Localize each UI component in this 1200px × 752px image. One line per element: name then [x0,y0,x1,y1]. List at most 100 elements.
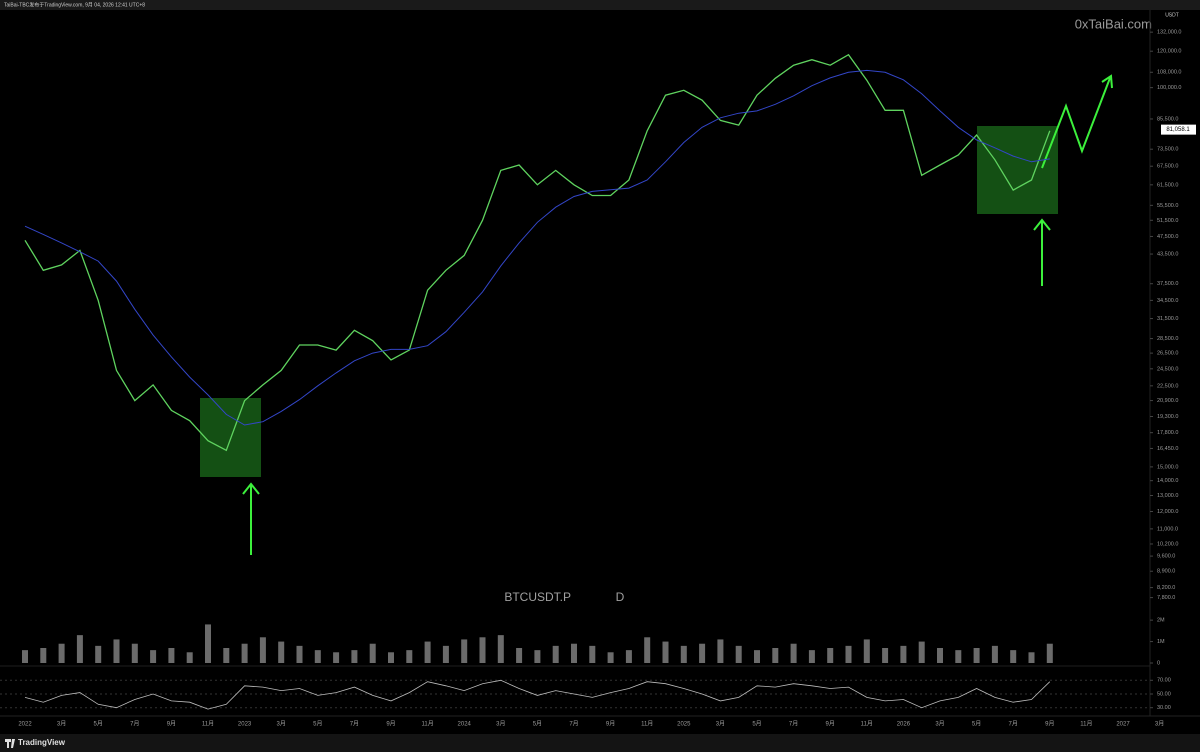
y-tick-label: 16,450.0 [1157,446,1178,452]
volume-bar [808,650,815,663]
y-tick-label: 51,500.0 [1157,218,1178,224]
x-tick-label: 3月 [277,721,286,728]
volume-bar [552,645,559,663]
x-tick-label: 9月 [606,721,615,728]
x-tick-label: 7月 [350,721,359,728]
volume-bar [259,637,266,663]
y-tick-label: 55,500.0 [1157,203,1178,209]
y-tick-label: 1M [1157,639,1165,645]
y-tick-label: 10,200.0 [1157,541,1178,547]
x-tick-label: 3月 [496,721,505,728]
y-tick-label: 15,000.0 [1157,464,1178,470]
y-tick-label: 20,900.0 [1157,398,1178,404]
volume-bar [168,648,175,663]
x-tick-label: 2022 [18,722,32,728]
x-tick-label: 11月 [641,721,653,728]
volume-bar [937,648,943,663]
volume-bar [754,650,760,663]
y-tick-label: 26,500.0 [1157,351,1178,357]
y-tick-label: 34,500.0 [1157,298,1178,304]
x-tick-label: 5月 [313,721,322,728]
volume-bar [76,635,83,663]
volume-bar [131,643,138,663]
x-tick-label: 2026 [897,722,911,728]
x-tick-label: 11月 [861,721,873,728]
y-tick-label: 0 [1157,660,1160,666]
last-price-badge [1161,124,1196,135]
highlight-box [977,126,1058,214]
volume-bar [625,650,632,663]
y-tick-label: 120,000.0 [1157,49,1181,55]
volume-bar [644,637,651,663]
y-tick-label: 28,500.0 [1157,336,1178,342]
volume-bar [845,645,852,663]
volume-bar [388,652,394,663]
x-tick-label: 5月 [533,721,542,728]
y-tick-label: 9,600.0 [1157,554,1175,560]
x-tick-label: 5月 [972,721,981,728]
volume-bar [314,650,321,663]
y-tick-label: 31,500.0 [1157,316,1178,322]
y-tick-label: 24,500.0 [1157,366,1178,372]
brand-logo [5,739,15,748]
volume-bar [790,643,797,663]
y-tick-label: 43,500.0 [1157,252,1178,258]
y-tick-label: 50.00 [1157,691,1171,697]
volume-bar [461,639,468,663]
volume-bar [95,645,102,663]
volume-bar [406,650,413,663]
volume-bar [442,645,449,663]
volume-bar [205,624,211,663]
volume-bar [1010,650,1017,663]
volume-bar [497,635,504,663]
y-tick-label: 108,000.0 [1157,70,1181,76]
volume-bar [40,648,47,663]
x-tick-label: 3月 [1155,721,1164,728]
volume-bar [607,652,614,663]
volume-bar [863,639,870,663]
y-tick-label: 19,300.0 [1157,414,1178,420]
volume-bar [1028,652,1035,663]
volume-bar [22,650,28,663]
x-tick-label: 5月 [94,721,103,728]
publisher: TaiBai-TBC发布于TradingView.com, 9月 04, 202… [4,1,145,8]
y-tick-label: 2M [1157,618,1165,624]
x-tick-label: 3月 [57,721,66,728]
volume-bar [699,643,706,663]
y-tick-label: 12,000.0 [1157,509,1178,515]
y-tick-label: 37,500.0 [1157,281,1178,287]
x-tick-label: 2023 [238,722,252,728]
y-tick-label: 85,500.0 [1157,116,1178,122]
volume-bar [58,643,65,663]
volume-bar [973,648,980,663]
volume-bar [662,641,669,663]
footer-bar [0,734,1200,752]
y-tick-label: 73,500.0 [1157,147,1178,153]
y-tick-label: 47,500.0 [1157,234,1178,240]
x-tick-label: 11月 [1080,721,1092,728]
y-tick-label: 30.00 [1157,705,1171,711]
y-tick-label: 11,000.0 [1157,526,1178,532]
y-tick-label: 8,900.0 [1157,569,1175,575]
volume-bar [882,648,889,663]
volume-bar [369,643,376,663]
volume-bar [735,645,742,663]
y-tick-label: 13,000.0 [1157,493,1178,499]
series-line [24,69,1050,426]
volume-bar [479,637,486,663]
x-tick-label: 9月 [826,721,835,728]
volume-bar [333,652,340,663]
symbol: BTCUSDT.P [504,590,571,604]
interval: D [616,590,625,604]
volume-bar [150,650,157,663]
x-tick-label: 2024 [458,722,472,728]
y-tick-label: 8,200.0 [1157,585,1175,591]
volume-bar [589,645,596,663]
x-tick-label: 7月 [569,721,578,728]
currency: USDT [1165,12,1179,18]
y-tick-label: 61,500.0 [1157,182,1178,188]
x-tick-label: 2027 [1116,722,1130,728]
plot-area: 2022 3月 5月 7月 9月 11月 2023 3月 5月 7月 9月 11月 2024 3月 5月 7月… [0,30,1196,728]
y-tick-label: 100,000.0 [1157,85,1181,91]
volume-bar [278,641,285,663]
